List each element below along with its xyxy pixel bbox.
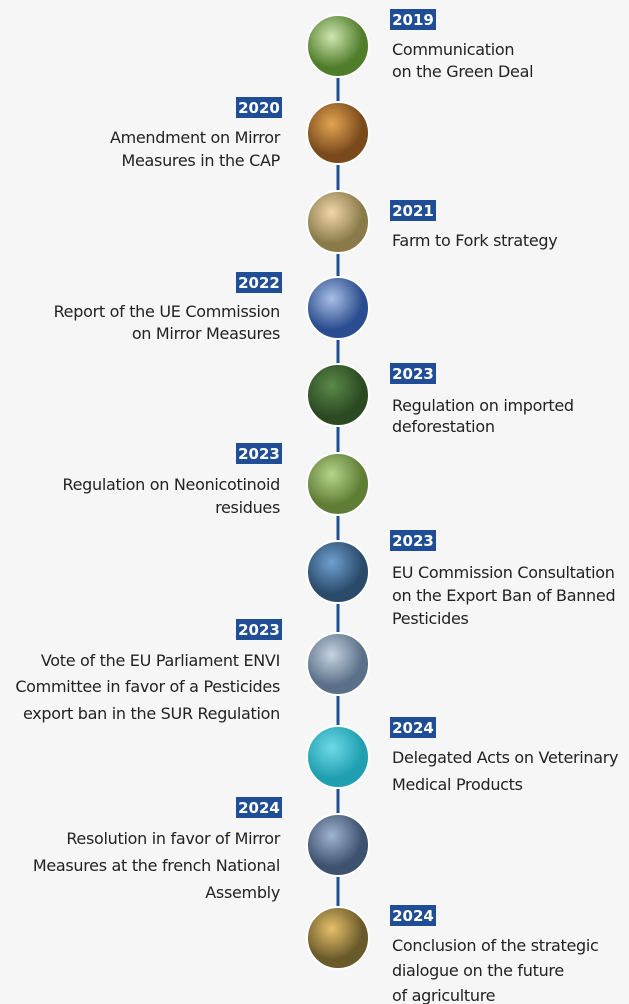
event-photo — [306, 452, 370, 516]
year-badge — [390, 200, 436, 221]
event-text: dialogue on the future — [392, 961, 564, 980]
year-badge — [236, 272, 282, 293]
event-text: deforestation — [392, 417, 495, 436]
year-badge — [390, 717, 436, 738]
event-text: Amendment on Mirror — [110, 128, 281, 147]
event-text: Assembly — [205, 883, 280, 902]
year-label: 2024 — [238, 799, 280, 817]
event-text: Vote of the EU Parliament ENVI — [41, 651, 280, 670]
event-text: Measures at the french National — [33, 856, 280, 875]
year-badge — [236, 797, 282, 818]
event-photo — [306, 725, 370, 789]
event-text: Committee in favor of a Pesticides — [15, 677, 280, 696]
event-text: on the Export Ban of Banned — [392, 586, 615, 605]
event-text: Conclusion of the strategic — [392, 936, 599, 955]
event-text: on Mirror Measures — [132, 324, 280, 343]
year-label: 2023 — [238, 445, 280, 463]
event-text: residues — [215, 498, 280, 517]
event-photo — [306, 632, 370, 696]
event-text: Resolution in favor of Mirror — [66, 829, 280, 848]
event-text: export ban in the SUR Regulation — [23, 704, 280, 723]
year-badge — [390, 9, 436, 30]
year-label: 2024 — [392, 719, 434, 737]
event-photo — [306, 363, 370, 427]
year-badge — [236, 443, 282, 464]
year-label: 2020 — [238, 99, 280, 117]
year-label: 2019 — [392, 11, 434, 29]
year-badge — [236, 97, 282, 118]
event-text: Pesticides — [392, 609, 469, 628]
event-photo — [306, 190, 370, 254]
year-badge — [390, 363, 436, 384]
event-text: Regulation on imported — [392, 396, 574, 415]
event-photo — [306, 101, 370, 165]
event-text: Measures in the CAP — [121, 151, 280, 170]
year-label: 2024 — [392, 907, 434, 925]
year-label: 2023 — [392, 532, 434, 550]
event-text: Delegated Acts on Veterinary — [392, 748, 618, 767]
year-badge — [390, 905, 436, 926]
event-photo — [306, 813, 370, 877]
event-photo — [306, 14, 370, 78]
event-text: on the Green Deal — [392, 62, 533, 81]
event-photo — [306, 276, 370, 340]
year-label: 2022 — [238, 274, 280, 292]
event-text: Communication — [392, 40, 514, 59]
event-photo — [306, 906, 370, 970]
event-text: Report of the UE Commission — [54, 302, 280, 321]
event-text: Medical Products — [392, 775, 523, 794]
event-text: EU Commission Consultation — [392, 563, 615, 582]
event-text: of agriculture — [392, 986, 495, 1004]
year-label: 2021 — [392, 202, 434, 220]
year-badge — [236, 619, 282, 640]
event-photo — [306, 540, 370, 604]
year-label: 2023 — [238, 621, 280, 639]
event-text: Regulation on Neonicotinoid — [63, 475, 280, 494]
year-label: 2023 — [392, 365, 434, 383]
year-badge — [390, 530, 436, 551]
event-text: Farm to Fork strategy — [392, 231, 557, 250]
